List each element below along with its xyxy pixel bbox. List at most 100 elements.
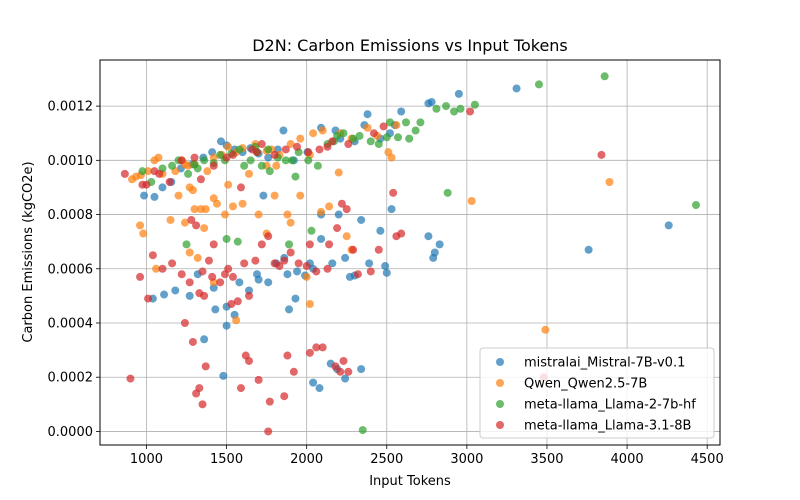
data-point [224, 264, 233, 273]
data-point [317, 207, 326, 216]
data-point [366, 137, 375, 146]
data-point [187, 215, 196, 224]
legend: mistralai_Mistral-7B-v0.1 Qwen_Qwen2.5-7B… [479, 347, 715, 439]
x-axis-label: Input Tokens [369, 474, 451, 489]
data-point [246, 156, 255, 165]
data-point [584, 245, 593, 254]
data-point [334, 210, 343, 219]
data-point [259, 191, 268, 200]
data-point [280, 256, 289, 265]
data-point [293, 142, 302, 151]
legend-marker [496, 358, 504, 366]
data-point [244, 291, 253, 300]
data-point [219, 371, 228, 380]
data-point [342, 205, 351, 214]
data-point [382, 133, 391, 142]
data-point [236, 384, 245, 393]
data-point [165, 178, 174, 187]
data-point [365, 259, 374, 268]
y-axis-label: Carbon Emissions (kgCO2e) [21, 161, 36, 342]
data-point [296, 134, 305, 143]
data-point [512, 84, 521, 93]
x-tick-label: 4000 [611, 452, 644, 467]
legend-box [479, 347, 715, 439]
y-axis-ticks: 0.0000 0.0002 0.0004 0.0006 0.0008 0.0010 0.00… [48, 100, 100, 440]
data-point [405, 134, 414, 143]
data-point [341, 374, 350, 383]
data-point [185, 248, 194, 257]
data-point [168, 259, 177, 268]
data-point [344, 367, 353, 376]
data-point [280, 392, 289, 401]
data-point [198, 400, 207, 409]
data-point [154, 153, 163, 162]
data-point [244, 356, 253, 365]
data-point [467, 196, 476, 205]
data-point [228, 150, 237, 159]
data-point [254, 375, 263, 384]
data-point [341, 253, 350, 262]
data-point [470, 100, 479, 109]
chart-title: D2N: Carbon Emissions vs Input Tokens [252, 36, 568, 55]
data-point [196, 175, 205, 184]
data-point [382, 268, 391, 277]
data-point [148, 251, 157, 260]
y-tick-label: 0.0004 [48, 316, 94, 331]
data-point [254, 275, 263, 284]
y-tick-label: 0.0008 [48, 208, 94, 223]
data-point [212, 199, 221, 208]
data-point [257, 240, 266, 249]
data-point [180, 218, 189, 227]
data-point [466, 107, 475, 116]
data-point [139, 229, 148, 238]
y-tick-label: 0.0012 [48, 100, 94, 115]
data-point [302, 262, 311, 271]
data-point [195, 384, 204, 393]
plot-area: 1000 1500 2000 2500 3000 3500 4000 4500 0.00000… [48, 59, 724, 467]
data-point [456, 104, 465, 113]
data-point [291, 294, 300, 303]
data-point [283, 351, 292, 360]
data-point [286, 140, 295, 149]
data-point [265, 397, 274, 406]
data-point [190, 160, 199, 169]
data-point [424, 232, 433, 241]
data-point [369, 129, 378, 138]
data-point [309, 129, 318, 138]
data-point [293, 267, 302, 276]
data-point [224, 180, 233, 189]
data-point [385, 118, 394, 127]
data-point [294, 259, 303, 268]
data-point [597, 150, 606, 159]
data-point [331, 362, 340, 371]
data-point [120, 169, 129, 178]
data-point [288, 156, 297, 165]
data-point [216, 278, 225, 287]
y-tick-label: 0.0006 [48, 262, 94, 277]
legend-label: meta-llama_Llama-3.1-8B [524, 419, 691, 434]
data-point [397, 107, 406, 116]
data-point [138, 167, 147, 176]
data-point [337, 199, 346, 208]
data-point [307, 226, 316, 235]
data-point [534, 80, 543, 89]
data-point [334, 168, 343, 177]
x-tick-label: 1500 [210, 452, 243, 467]
data-point [209, 161, 218, 170]
data-point [397, 229, 406, 238]
data-point [541, 325, 550, 334]
data-point [286, 218, 295, 227]
data-point [228, 202, 237, 211]
legend-label: meta-llama_Llama-2-7b-hf [524, 398, 696, 413]
data-points [120, 72, 700, 436]
data-point [166, 215, 175, 224]
data-point [275, 262, 284, 271]
data-point [387, 205, 396, 214]
data-point [349, 134, 358, 143]
data-point [222, 153, 231, 162]
data-point [136, 221, 145, 230]
x-tick-label: 1000 [130, 452, 163, 467]
data-point [325, 240, 334, 249]
data-point [253, 148, 262, 157]
